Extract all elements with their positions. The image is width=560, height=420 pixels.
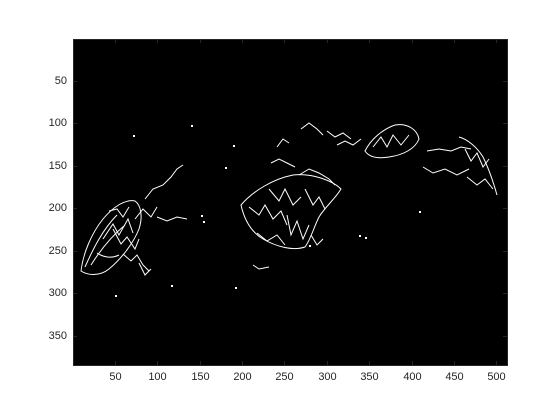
x-tick-label: 100: [148, 371, 167, 383]
y-tick-label: 300: [48, 286, 67, 299]
edge-region-center: [240, 122, 352, 270]
x-tick-label: 350: [360, 371, 379, 383]
x-tick-label: 50: [109, 371, 122, 383]
y-tick-label: 350: [48, 329, 67, 342]
x-tick-label: 200: [233, 371, 252, 383]
x-tick-label: 500: [487, 371, 506, 383]
axes-box: [73, 39, 508, 366]
binary-edge-image: [73, 39, 507, 365]
x-tick-label: 400: [403, 371, 422, 383]
x-tick-label: 250: [275, 371, 294, 383]
x-tick-label: 450: [445, 371, 464, 383]
edge-region-right: [336, 124, 498, 196]
edge-map-svg: [73, 39, 507, 365]
y-tick-label: 150: [48, 159, 67, 172]
x-tick-label: 150: [191, 371, 210, 383]
y-tick-label: 100: [48, 116, 67, 129]
y-tick-label: 50: [54, 74, 67, 87]
edge-regions: [80, 122, 498, 276]
x-tick-label: 300: [318, 371, 337, 383]
edge-region-left: [80, 164, 188, 276]
edge-speckles: [115, 125, 421, 297]
y-tick-label: 200: [48, 201, 67, 214]
y-tick-label: 250: [48, 244, 67, 257]
image-background: [73, 39, 507, 365]
